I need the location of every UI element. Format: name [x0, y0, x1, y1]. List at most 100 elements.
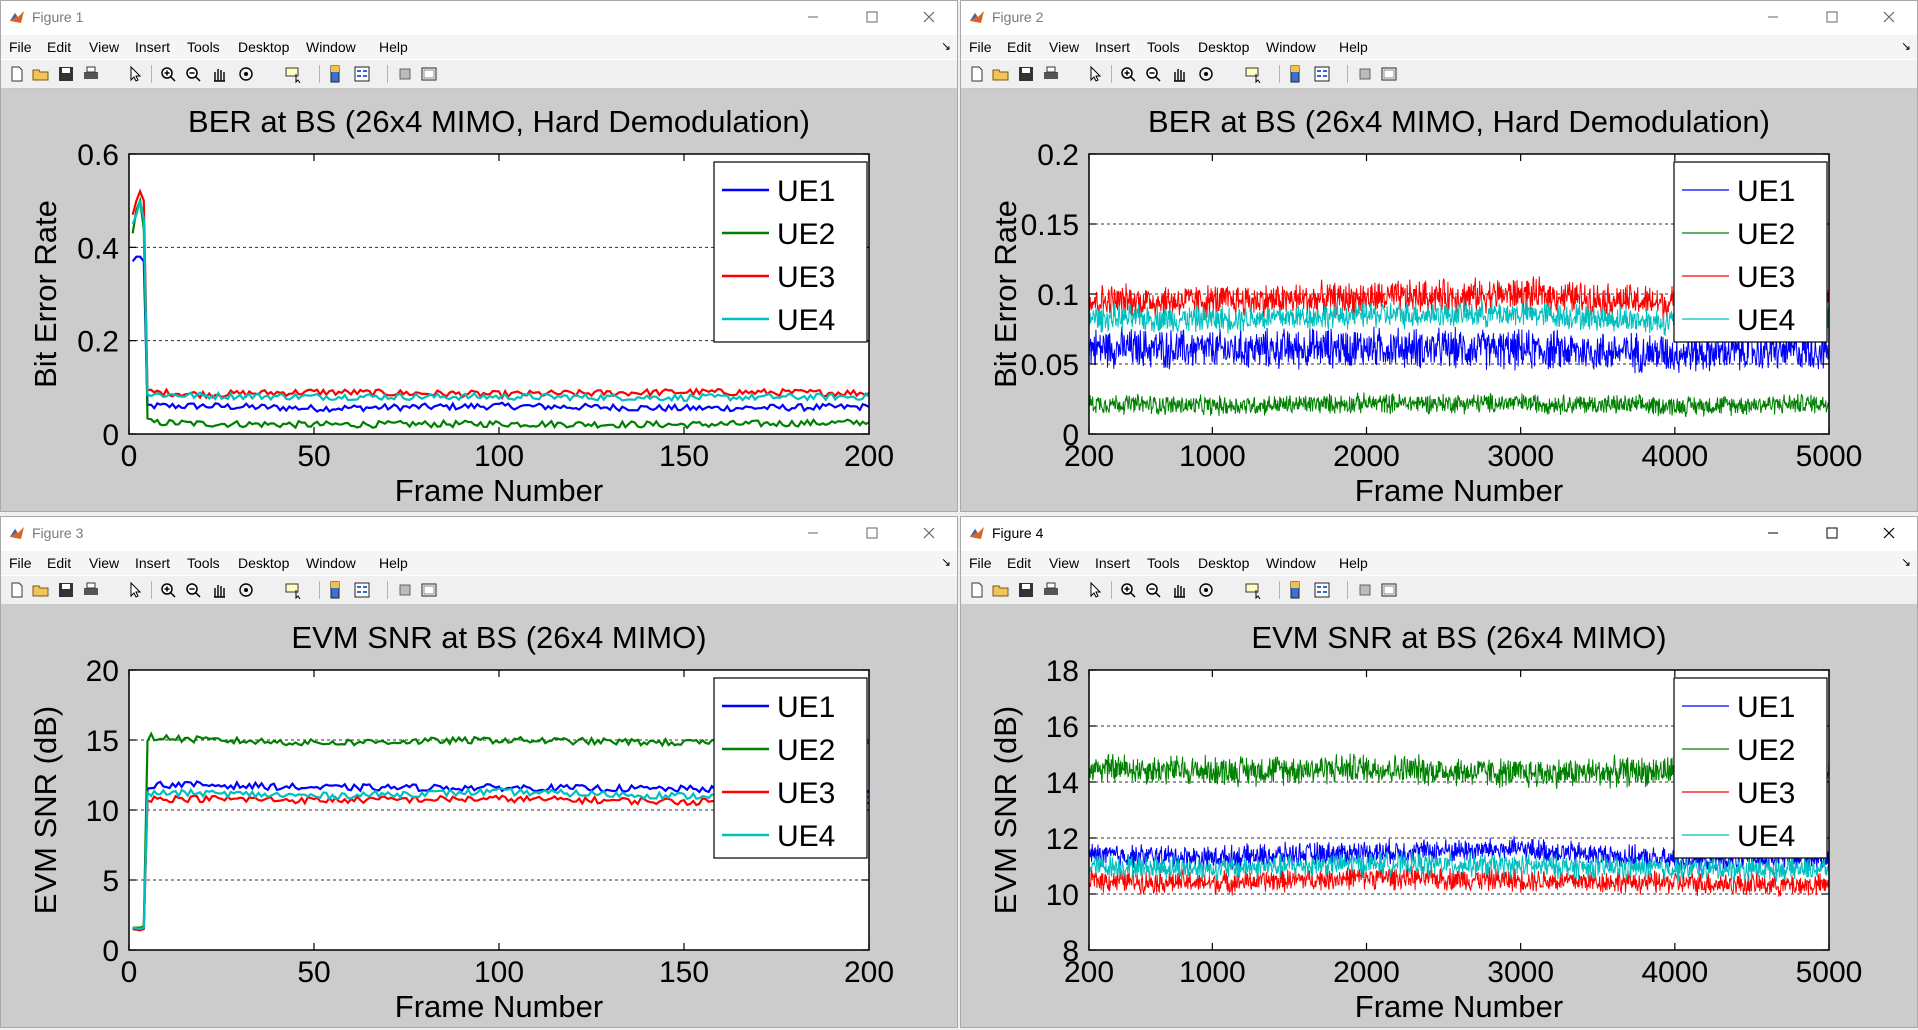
menu-insert[interactable]: Insert	[135, 555, 171, 571]
hide-plot-tools-button[interactable]	[395, 64, 415, 84]
menu-insert[interactable]: Insert	[135, 39, 171, 55]
legend[interactable]: UE1 UE2 UE3 UE4	[713, 161, 868, 343]
legend-button[interactable]	[352, 64, 372, 84]
zoom-in-button[interactable]	[1118, 64, 1138, 84]
menu-tools[interactable]: Tools	[187, 39, 220, 55]
colorbar-button[interactable]	[325, 580, 345, 600]
menu-window[interactable]: Window	[306, 555, 356, 571]
zoom-in-button[interactable]	[158, 580, 178, 600]
menu-file[interactable]: File	[9, 555, 32, 571]
new-figure-button[interactable]	[967, 64, 987, 84]
hide-plot-tools-button[interactable]	[1355, 64, 1375, 84]
print-button[interactable]	[1041, 580, 1061, 600]
pan-hand-button[interactable]	[1169, 580, 1189, 600]
hide-plot-tools-button[interactable]	[1355, 580, 1375, 600]
hide-plot-tools-button[interactable]	[395, 580, 415, 600]
menu-tools[interactable]: Tools	[187, 555, 220, 571]
zoom-out-button[interactable]	[183, 580, 203, 600]
window-title-bar[interactable]: Figure 1	[1, 1, 957, 33]
pan-hand-button[interactable]	[1169, 64, 1189, 84]
menu-edit[interactable]: Edit	[1007, 39, 1032, 55]
menu-file[interactable]: File	[969, 39, 992, 55]
rotate-3d-button[interactable]	[1196, 580, 1216, 600]
pan-hand-button[interactable]	[209, 64, 229, 84]
maximize-button[interactable]	[1812, 521, 1852, 545]
menu-view[interactable]: View	[1049, 555, 1080, 571]
colorbar-button[interactable]	[1285, 64, 1305, 84]
zoom-in-button[interactable]	[158, 64, 178, 84]
new-figure-button[interactable]	[967, 580, 987, 600]
zoom-out-button[interactable]	[1143, 64, 1163, 84]
data-cursor-button[interactable]	[1244, 64, 1264, 84]
menu-tools[interactable]: Tools	[1147, 555, 1180, 571]
legend-button[interactable]	[1312, 64, 1332, 84]
minimize-button[interactable]	[793, 5, 833, 29]
dock-arrow-icon[interactable]: ↘	[1900, 39, 1911, 53]
menu-desktop[interactable]: Desktop	[1198, 39, 1250, 55]
menu-help[interactable]: Help	[379, 555, 408, 571]
menu-insert[interactable]: Insert	[1095, 555, 1131, 571]
menu-window[interactable]: Window	[1266, 39, 1316, 55]
pointer-arrow-button[interactable]	[1085, 64, 1105, 84]
menu-view[interactable]: View	[89, 39, 120, 55]
show-plot-tools-button[interactable]	[1379, 580, 1399, 600]
save-button[interactable]	[1016, 64, 1036, 84]
zoom-out-button[interactable]	[1143, 580, 1163, 600]
menu-help[interactable]: Help	[1339, 39, 1368, 55]
menu-desktop[interactable]: Desktop	[1198, 555, 1250, 571]
open-file-button[interactable]	[991, 64, 1011, 84]
minimize-button[interactable]	[1753, 5, 1793, 29]
menu-desktop[interactable]: Desktop	[238, 39, 290, 55]
menu-file[interactable]: File	[969, 555, 992, 571]
show-plot-tools-button[interactable]	[419, 580, 439, 600]
rotate-3d-button[interactable]	[236, 580, 256, 600]
menu-insert[interactable]: Insert	[1095, 39, 1131, 55]
print-button[interactable]	[1041, 64, 1061, 84]
print-button[interactable]	[81, 64, 101, 84]
rotate-3d-button[interactable]	[1196, 64, 1216, 84]
menu-desktop[interactable]: Desktop	[238, 555, 290, 571]
menu-view[interactable]: View	[89, 555, 120, 571]
window-title-bar[interactable]: Figure 4	[961, 517, 1917, 549]
legend-button[interactable]	[1312, 580, 1332, 600]
open-file-button[interactable]	[31, 64, 51, 84]
window-title-bar[interactable]: Figure 2	[961, 1, 1917, 33]
new-figure-button[interactable]	[7, 64, 27, 84]
menu-window[interactable]: Window	[1266, 555, 1316, 571]
open-file-button[interactable]	[991, 580, 1011, 600]
zoom-in-button[interactable]	[1118, 580, 1138, 600]
colorbar-button[interactable]	[325, 64, 345, 84]
pointer-arrow-button[interactable]	[125, 64, 145, 84]
legend-button[interactable]	[352, 580, 372, 600]
data-cursor-button[interactable]	[284, 580, 304, 600]
dock-arrow-icon[interactable]: ↘	[940, 555, 951, 569]
rotate-3d-button[interactable]	[236, 64, 256, 84]
save-button[interactable]	[56, 580, 76, 600]
data-cursor-button[interactable]	[284, 64, 304, 84]
menu-edit[interactable]: Edit	[47, 39, 72, 55]
zoom-out-button[interactable]	[183, 64, 203, 84]
open-file-button[interactable]	[31, 580, 51, 600]
close-button[interactable]	[1869, 5, 1909, 29]
menu-edit[interactable]: Edit	[47, 555, 72, 571]
close-button[interactable]	[1869, 521, 1909, 545]
new-figure-button[interactable]	[7, 580, 27, 600]
data-cursor-button[interactable]	[1244, 580, 1264, 600]
menu-edit[interactable]: Edit	[1007, 555, 1032, 571]
menu-view[interactable]: View	[1049, 39, 1080, 55]
menu-window[interactable]: Window	[306, 39, 356, 55]
show-plot-tools-button[interactable]	[1379, 64, 1399, 84]
menu-file[interactable]: File	[9, 39, 32, 55]
dock-arrow-icon[interactable]: ↘	[940, 39, 951, 53]
legend[interactable]: UE1 UE2 UE3 UE4	[1673, 161, 1828, 343]
maximize-button[interactable]	[852, 521, 892, 545]
pan-hand-button[interactable]	[209, 580, 229, 600]
colorbar-button[interactable]	[1285, 580, 1305, 600]
save-button[interactable]	[56, 64, 76, 84]
menu-tools[interactable]: Tools	[1147, 39, 1180, 55]
minimize-button[interactable]	[1753, 521, 1793, 545]
pointer-arrow-button[interactable]	[1085, 580, 1105, 600]
close-button[interactable]	[909, 5, 949, 29]
maximize-button[interactable]	[852, 5, 892, 29]
save-button[interactable]	[1016, 580, 1036, 600]
